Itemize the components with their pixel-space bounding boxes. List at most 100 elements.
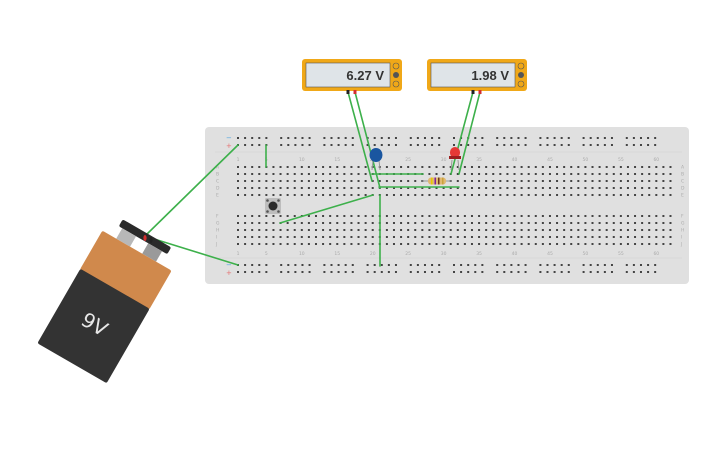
- breadboard-hole[interactable]: [567, 271, 570, 273]
- breadboard-hole[interactable]: [272, 166, 275, 168]
- breadboard-hole[interactable]: [612, 229, 615, 231]
- breadboard-hole[interactable]: [598, 236, 601, 238]
- breadboard-hole[interactable]: [407, 222, 410, 224]
- breadboard-hole[interactable]: [463, 194, 466, 196]
- breadboard-hole[interactable]: [421, 187, 424, 189]
- breadboard-hole[interactable]: [556, 215, 559, 217]
- breadboard-hole[interactable]: [337, 137, 340, 139]
- breadboard-hole[interactable]: [258, 243, 261, 245]
- breadboard-hole[interactable]: [323, 264, 326, 266]
- breadboard-hole[interactable]: [416, 144, 419, 146]
- breadboard-hole[interactable]: [421, 236, 424, 238]
- breadboard-hole[interactable]: [520, 222, 523, 224]
- breadboard-hole[interactable]: [364, 166, 367, 168]
- breadboard-hole[interactable]: [654, 137, 657, 139]
- breadboard-hole[interactable]: [481, 271, 484, 273]
- breadboard-hole[interactable]: [641, 229, 644, 231]
- breadboard-hole[interactable]: [421, 215, 424, 217]
- breadboard-hole[interactable]: [251, 222, 254, 224]
- breadboard-hole[interactable]: [570, 215, 573, 217]
- breadboard-hole[interactable]: [548, 166, 551, 168]
- breadboard-hole[interactable]: [421, 243, 424, 245]
- breadboard-hole[interactable]: [237, 173, 239, 175]
- breadboard-hole[interactable]: [619, 236, 622, 238]
- breadboard-hole[interactable]: [314, 243, 317, 245]
- breadboard-hole[interactable]: [548, 215, 551, 217]
- breadboard-hole[interactable]: [392, 229, 395, 231]
- breadboard-hole[interactable]: [272, 222, 275, 224]
- breadboard-hole[interactable]: [329, 215, 332, 217]
- breadboard-hole[interactable]: [485, 194, 488, 196]
- breadboard-hole[interactable]: [596, 264, 599, 266]
- breadboard-hole[interactable]: [567, 144, 570, 146]
- breadboard-hole[interactable]: [584, 229, 587, 231]
- breadboard-hole[interactable]: [272, 194, 275, 196]
- breadboard-hole[interactable]: [258, 180, 261, 182]
- breadboard-hole[interactable]: [499, 236, 502, 238]
- breadboard-hole[interactable]: [449, 166, 452, 168]
- breadboard-hole[interactable]: [400, 236, 403, 238]
- breadboard-hole[interactable]: [301, 137, 304, 139]
- breadboard-hole[interactable]: [541, 222, 544, 224]
- breadboard-hole[interactable]: [648, 236, 651, 238]
- breadboard-hole[interactable]: [553, 271, 556, 273]
- breadboard-hole[interactable]: [366, 271, 369, 273]
- breadboard-hole[interactable]: [591, 166, 594, 168]
- breadboard-hole[interactable]: [308, 144, 311, 146]
- breadboard-hole[interactable]: [442, 215, 445, 217]
- breadboard-hole[interactable]: [539, 137, 542, 139]
- breadboard-hole[interactable]: [414, 236, 417, 238]
- breadboard-hole[interactable]: [244, 264, 247, 266]
- breadboard-hole[interactable]: [481, 264, 484, 266]
- breadboard-hole[interactable]: [520, 187, 523, 189]
- breadboard-hole[interactable]: [272, 236, 275, 238]
- breadboard-hole[interactable]: [394, 137, 397, 139]
- breadboard-hole[interactable]: [492, 187, 495, 189]
- breadboard-hole[interactable]: [258, 173, 261, 175]
- breadboard-hole[interactable]: [357, 243, 360, 245]
- breadboard-hole[interactable]: [237, 187, 239, 189]
- breadboard-hole[interactable]: [625, 264, 628, 266]
- breadboard-hole[interactable]: [453, 137, 455, 139]
- breadboard-hole[interactable]: [456, 236, 459, 238]
- breadboard-hole[interactable]: [293, 180, 296, 182]
- breadboard-hole[interactable]: [373, 264, 376, 266]
- breadboard-hole[interactable]: [407, 180, 410, 182]
- breadboard-hole[interactable]: [556, 222, 559, 224]
- breadboard-hole[interactable]: [534, 187, 537, 189]
- breadboard-hole[interactable]: [428, 173, 431, 175]
- breadboard-hole[interactable]: [610, 137, 613, 139]
- breadboard-hole[interactable]: [380, 144, 383, 146]
- breadboard-hole[interactable]: [485, 243, 488, 245]
- breadboard-hole[interactable]: [641, 243, 644, 245]
- breadboard-hole[interactable]: [344, 137, 347, 139]
- breadboard-hole[interactable]: [570, 243, 573, 245]
- breadboard-hole[interactable]: [258, 187, 261, 189]
- breadboard-hole[interactable]: [669, 222, 672, 224]
- breadboard-hole[interactable]: [350, 243, 353, 245]
- breadboard-hole[interactable]: [605, 236, 608, 238]
- breadboard-hole[interactable]: [524, 271, 527, 273]
- breadboard-hole[interactable]: [548, 243, 551, 245]
- meter-1-mode-v[interactable]: [393, 72, 399, 78]
- breadboard-hole[interactable]: [662, 215, 665, 217]
- breadboard-hole[interactable]: [485, 187, 488, 189]
- breadboard-hole[interactable]: [463, 222, 466, 224]
- breadboard-hole[interactable]: [237, 236, 239, 238]
- breadboard-hole[interactable]: [330, 264, 333, 266]
- breadboard-hole[interactable]: [244, 144, 247, 146]
- breadboard-hole[interactable]: [655, 166, 658, 168]
- breadboard-hole[interactable]: [329, 173, 332, 175]
- breadboard-hole[interactable]: [619, 229, 622, 231]
- breadboard-hole[interactable]: [307, 222, 310, 224]
- breadboard-hole[interactable]: [591, 215, 594, 217]
- breadboard-hole[interactable]: [605, 173, 608, 175]
- breadboard-hole[interactable]: [478, 180, 481, 182]
- breadboard-hole[interactable]: [400, 215, 403, 217]
- breadboard-hole[interactable]: [619, 243, 622, 245]
- breadboard-hole[interactable]: [272, 173, 275, 175]
- multimeter-1[interactable]: 6.27 V: [302, 59, 402, 94]
- breadboard-hole[interactable]: [387, 137, 390, 139]
- breadboard-hole[interactable]: [431, 264, 434, 266]
- breadboard-hole[interactable]: [343, 236, 346, 238]
